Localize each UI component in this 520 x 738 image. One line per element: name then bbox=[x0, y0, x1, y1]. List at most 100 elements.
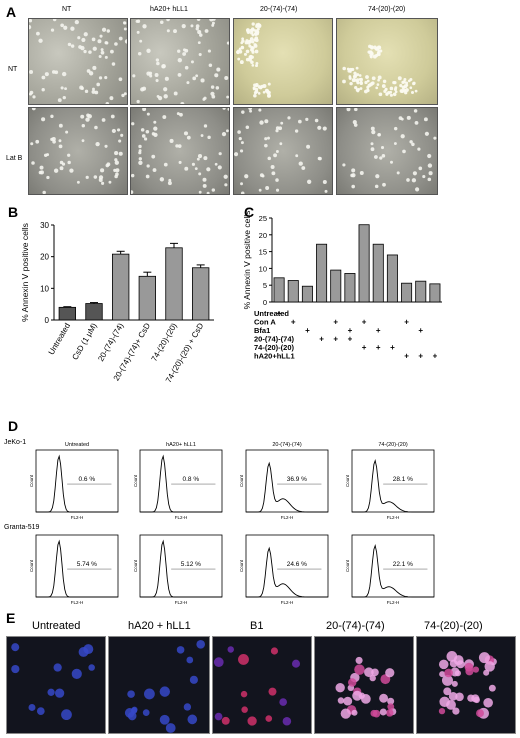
cell bbox=[375, 47, 380, 51]
cell bbox=[100, 48, 104, 52]
nucleus bbox=[340, 708, 351, 719]
y-axis-label: Count bbox=[29, 559, 34, 572]
cell bbox=[305, 117, 309, 121]
cell bbox=[351, 184, 356, 189]
cell bbox=[216, 67, 221, 72]
category-label: CsD (1 μM) bbox=[70, 321, 98, 361]
nucleus bbox=[291, 659, 301, 668]
histogram-curve bbox=[246, 546, 328, 598]
cell bbox=[141, 134, 146, 138]
cell bbox=[393, 126, 398, 131]
cell bbox=[203, 156, 208, 161]
cell bbox=[114, 42, 118, 46]
cell bbox=[273, 153, 277, 158]
bar bbox=[138, 275, 156, 321]
cell bbox=[238, 137, 242, 141]
histogram-curve bbox=[140, 454, 222, 513]
nucleus bbox=[227, 646, 234, 653]
cell bbox=[197, 41, 201, 45]
y-tick-label: 0 bbox=[45, 316, 50, 325]
cell bbox=[240, 191, 245, 195]
cell bbox=[58, 123, 63, 128]
cell bbox=[195, 24, 200, 28]
nucleus bbox=[488, 684, 496, 692]
cell bbox=[210, 85, 215, 89]
cell bbox=[255, 64, 259, 68]
nucleus bbox=[213, 657, 224, 668]
nucleus bbox=[372, 709, 381, 718]
cell bbox=[409, 78, 413, 82]
cell bbox=[374, 155, 378, 159]
cell bbox=[411, 142, 415, 147]
histogram-frame bbox=[35, 534, 119, 598]
cell bbox=[163, 162, 168, 167]
cell bbox=[166, 29, 170, 33]
y-axis-label: Count bbox=[239, 474, 244, 487]
cell bbox=[184, 65, 189, 70]
cell bbox=[97, 39, 102, 44]
cell bbox=[257, 92, 261, 95]
bar bbox=[372, 243, 384, 303]
nucleus bbox=[187, 714, 198, 725]
cell bbox=[306, 144, 311, 149]
cell bbox=[146, 164, 150, 168]
bar bbox=[344, 273, 356, 303]
cell bbox=[370, 147, 375, 152]
y-tick-label: 20 bbox=[40, 253, 49, 262]
gate-percentage: 5.12 % bbox=[181, 561, 201, 568]
nucleus bbox=[448, 691, 458, 701]
nucleus bbox=[379, 693, 389, 703]
cell bbox=[42, 190, 46, 195]
histogram-frame bbox=[245, 449, 329, 513]
fluorescence-untreated bbox=[6, 636, 106, 734]
cell bbox=[178, 160, 182, 164]
cell bbox=[177, 144, 182, 148]
cell bbox=[46, 175, 50, 180]
nucleus bbox=[11, 643, 20, 652]
cell bbox=[267, 156, 272, 161]
cell bbox=[275, 129, 279, 133]
cell bbox=[253, 93, 257, 98]
cell bbox=[200, 134, 204, 137]
treatment-marker: + bbox=[390, 343, 395, 352]
cell bbox=[379, 49, 383, 53]
cell bbox=[306, 179, 312, 184]
cell bbox=[30, 142, 34, 146]
nucleus bbox=[438, 659, 449, 670]
cell bbox=[400, 117, 404, 121]
cell bbox=[342, 66, 346, 71]
cell bbox=[383, 89, 387, 93]
cell bbox=[381, 154, 386, 158]
cell bbox=[359, 80, 363, 84]
bar bbox=[316, 243, 328, 303]
nucleus bbox=[54, 688, 65, 698]
micrograph-nt-20-74-74 bbox=[233, 18, 333, 105]
cell bbox=[195, 74, 199, 78]
fluorescence-74-20-20 bbox=[416, 636, 516, 734]
fluorescence-20-74-74 bbox=[314, 636, 414, 734]
cell bbox=[211, 188, 216, 192]
cell bbox=[121, 93, 125, 98]
nucleus bbox=[47, 688, 55, 696]
cell bbox=[225, 129, 229, 133]
nucleus bbox=[142, 709, 150, 716]
bar bbox=[401, 282, 413, 303]
cell bbox=[237, 130, 241, 134]
cell bbox=[394, 90, 398, 94]
row-label-nt: NT bbox=[8, 66, 18, 73]
nucleus bbox=[444, 668, 453, 678]
cell bbox=[298, 119, 302, 124]
cell bbox=[87, 114, 92, 119]
cell bbox=[152, 168, 157, 172]
cell bbox=[168, 178, 172, 182]
nucleus bbox=[360, 694, 371, 704]
cell bbox=[96, 82, 101, 87]
cell bbox=[202, 177, 207, 182]
cell bbox=[250, 27, 255, 31]
micrograph-nt-nt bbox=[26, 17, 130, 106]
cell bbox=[85, 175, 89, 179]
cell bbox=[101, 118, 106, 122]
nucleus bbox=[455, 692, 464, 702]
nucleus bbox=[247, 716, 257, 726]
cell bbox=[104, 55, 108, 59]
